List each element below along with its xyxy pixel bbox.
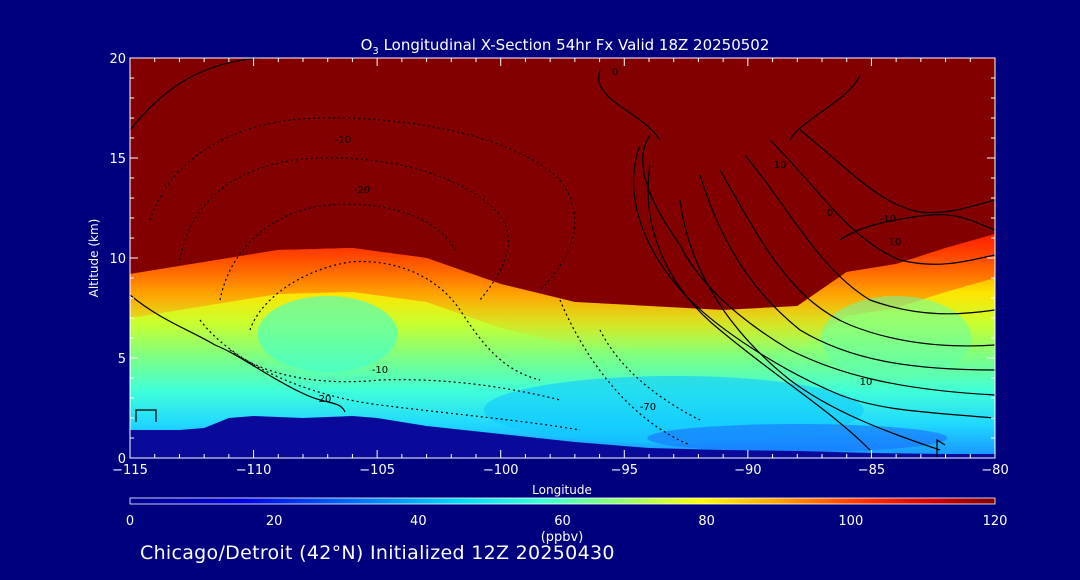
footer-caption: Chicago/Detroit (42°N) Initialized 12Z 2… xyxy=(140,542,615,564)
contour-label: 10 xyxy=(774,160,787,171)
contour-line xyxy=(769,139,995,265)
tropopause-transition xyxy=(130,234,995,354)
x-axis: −115 −110 −105 −100 −95 −90 −85 −80 xyxy=(112,58,1009,478)
contour-line xyxy=(130,294,346,413)
colorbar-tick-label: 20 xyxy=(266,514,283,529)
x-tick-label: −90 xyxy=(734,463,761,478)
contour-line xyxy=(839,213,995,241)
chart-title: O3 Longitudinal X-Section 54hr Fx Valid … xyxy=(361,36,770,57)
terrain xyxy=(130,416,995,458)
contour-label: 10 xyxy=(889,237,902,248)
contour-line xyxy=(744,154,995,315)
x-tick-label: −85 xyxy=(858,463,885,478)
y-tick-label: 15 xyxy=(109,152,126,167)
contour-label: 10 xyxy=(860,377,873,388)
x-tick-label: −95 xyxy=(611,463,638,478)
colorbar-tick-label: 80 xyxy=(698,514,715,529)
contour-label: -20 xyxy=(354,185,370,196)
colorbar-tick-label: 120 xyxy=(983,514,1008,529)
y-tick-label: 20 xyxy=(109,52,126,67)
contour-line xyxy=(633,144,995,419)
contour-label: -10 xyxy=(372,365,388,376)
colorbar-tick-label: 40 xyxy=(410,514,427,529)
contour-line xyxy=(936,438,946,458)
contour-label: 0 xyxy=(612,67,618,78)
colorbar-tick-label: 60 xyxy=(554,514,571,529)
colorbar-unit-label: (ppbv) xyxy=(541,530,584,545)
colorbar-gradient xyxy=(129,497,996,505)
contour-line xyxy=(719,169,995,347)
x-tick-label: −100 xyxy=(483,463,519,478)
x-tick-label: −105 xyxy=(359,463,395,478)
contour-line-dotted xyxy=(219,203,456,301)
contour-label: -10 xyxy=(880,214,896,225)
y-axis-label: Altitude (km) xyxy=(87,219,101,298)
y-tick-label: 10 xyxy=(109,252,126,267)
contour-label: -70 xyxy=(640,402,656,413)
x-tick-label: −110 xyxy=(236,463,272,478)
contour-label: 20 xyxy=(319,394,332,405)
contour-line xyxy=(642,134,995,396)
contour-label: 0 xyxy=(827,208,833,219)
contour-line-dotted xyxy=(559,299,691,446)
x-tick-label: −115 xyxy=(112,463,148,478)
y-axis: 0 5 10 15 20 xyxy=(109,52,995,467)
y-tick-label: 5 xyxy=(118,352,126,367)
contour-line xyxy=(789,74,861,141)
contour-line xyxy=(598,69,661,141)
x-tick-label: −80 xyxy=(981,463,1008,478)
x-axis-label: Longitude xyxy=(532,483,592,497)
low-ozone-pocket xyxy=(257,296,398,372)
contour-line xyxy=(135,409,157,422)
contour-line xyxy=(647,164,871,451)
contour-line-dotted xyxy=(599,329,701,421)
contour-label: -10 xyxy=(335,135,351,146)
contour-line xyxy=(679,199,941,451)
colorbar: 0 20 40 60 80 100 120 xyxy=(126,497,1008,529)
colorbar-tick-label: 0 xyxy=(126,514,134,529)
low-ozone-pocket xyxy=(821,296,972,380)
y-tick-label: 0 xyxy=(118,452,126,467)
boundary-layer-ozone xyxy=(647,424,948,452)
contour-line-dotted xyxy=(229,349,561,401)
colorbar-tick-label: 100 xyxy=(838,514,863,529)
plot-area: 0 -10 -20 -10 0 -10 -70 10 20 10 10 xyxy=(130,58,995,458)
contour-line xyxy=(799,129,995,214)
contour-line xyxy=(699,174,995,371)
contour-line xyxy=(130,58,261,131)
